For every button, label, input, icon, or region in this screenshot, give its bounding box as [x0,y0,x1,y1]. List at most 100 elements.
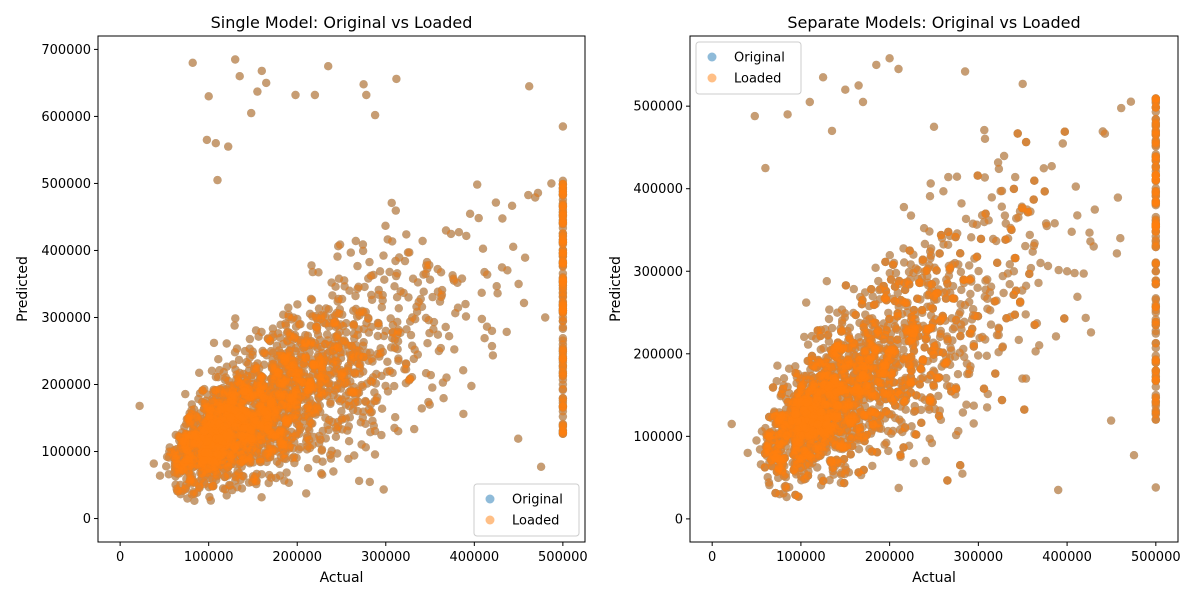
scatter-point [390,335,399,345]
scatter-point [260,407,270,416]
scatter-point [293,300,302,309]
scatter-point [170,460,180,469]
scatter-point [558,122,568,131]
scatter-point [417,302,427,311]
scatter-point [317,446,326,455]
scatter-point [507,201,517,210]
scatter-point [366,428,375,437]
scatter-point [248,477,257,487]
scatter-point [334,242,343,251]
scatter-point [364,313,373,323]
scatter-point [301,353,311,362]
scatter-point [316,355,325,364]
scatter-point [188,420,197,429]
scatter-point [262,78,271,88]
scatter-point [277,392,286,401]
scatter-point [381,326,390,336]
scatter-point [247,108,256,118]
scatter-point [367,295,377,304]
scatter-point [249,390,258,400]
scatter-point [352,341,361,350]
scatter-point [324,371,333,380]
scatter-point [405,375,414,384]
scatter-point [487,326,497,336]
scatter-point [317,469,326,478]
scatter-point [247,373,256,383]
scatter-point [301,330,310,340]
scatter-point [282,418,292,427]
scatter-point [344,437,354,446]
scatter-point [353,261,362,271]
scatter-point [247,434,256,443]
scatter-point [428,383,437,392]
scatter-point [233,483,242,492]
scatter-point [302,339,311,348]
scatter-point [303,464,313,473]
y-axis-label: Predicted [15,256,31,322]
scatter-point [223,387,232,396]
scatter-point [336,384,346,393]
y-tick-label: 700000 [41,43,91,58]
scatter-point [313,403,322,412]
y-tick-label: 300000 [41,311,91,326]
scatter-point [454,228,464,237]
scatter-point [257,373,266,382]
scatter-point [307,261,316,270]
scatter-point [350,368,360,377]
scatter-point [377,303,386,312]
scatter-point [558,316,568,325]
scatter-point [190,405,199,414]
scatter-point [439,394,448,403]
scatter-point [201,396,210,405]
scatter-point [558,422,568,431]
scatter-point [287,404,297,413]
scatter-point [474,213,483,223]
scatter-point [450,345,459,354]
scatter-point [181,389,190,399]
scatter-point [213,175,222,185]
scatter-point [558,180,568,189]
scatter-point [328,340,337,349]
y-tick-label: 500000 [41,177,91,192]
scatter-point [209,481,218,491]
scatter-point [312,323,322,332]
scatter-point [275,471,285,480]
scatter-point [198,386,207,395]
scatter-point [279,380,289,389]
scatter-point [487,341,497,351]
scatter-point [276,437,286,446]
scatter-point [558,354,568,363]
scatter-point [231,405,240,415]
legend-label: Original [512,493,563,508]
scatter-point [268,324,278,333]
x-ticks: 0 100000 200000 300000 400000 500000 [116,542,588,565]
x-tick-label: 500000 [538,550,588,565]
scatter-point [394,356,403,365]
scatter-point [337,407,346,416]
scatter-point [558,257,568,267]
scatter-point [348,388,357,398]
scatter-point [358,306,367,316]
scatter-point [314,304,324,313]
scatter-point [253,359,262,368]
scatter-point [288,454,297,463]
scatter-point [419,270,428,279]
x-axis-label: Actual [320,570,364,586]
scatter-point [215,385,224,394]
scatter-point [459,409,468,419]
scatter-point [423,339,432,348]
scatter-point [211,139,220,148]
scatter-point [155,471,165,480]
y-tick-label: 200000 [41,378,91,393]
scatter-point [169,450,178,460]
scatter-point [209,338,219,348]
scatter-point [206,496,215,505]
scatter-point [336,371,346,380]
scatter-point [222,339,231,348]
scatter-point [236,450,246,459]
scatter-point [478,244,488,253]
scatter-point [350,451,359,460]
scatter-point [188,439,198,448]
scatter-point [433,287,443,296]
scatter-point [362,90,371,100]
